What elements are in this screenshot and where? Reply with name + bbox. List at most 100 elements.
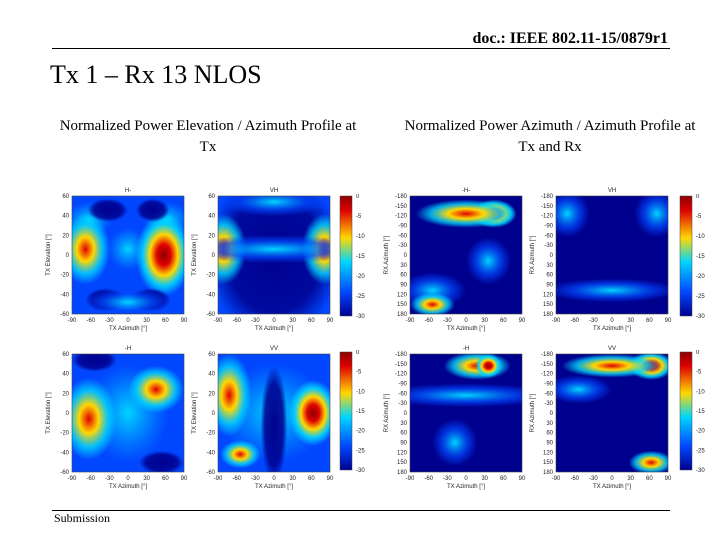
y-axis-label: TX Elevation [°] — [46, 392, 52, 434]
y-tick-label: -180 — [395, 194, 408, 200]
y-tick-label: 40 — [208, 372, 215, 378]
y-tick-label: -180 — [395, 352, 408, 358]
y-tick-label: -90 — [398, 224, 407, 230]
heat-region-5 — [410, 292, 455, 314]
colorbar-tick-label: 0 — [356, 350, 360, 356]
panel-title: VV — [608, 346, 616, 352]
y-tick-label: 40 — [208, 214, 215, 220]
plot-frame — [217, 195, 331, 315]
y-tick-label: 180 — [397, 312, 408, 318]
y-tick-label: 0 — [550, 253, 554, 259]
x-tick-label: 60 — [162, 476, 169, 482]
panel-title: VH — [270, 188, 278, 194]
heat-region-2 — [634, 196, 668, 238]
heat-region-1 — [288, 379, 330, 447]
y-axis-label: RX Azimuth [°] — [384, 393, 390, 432]
panel-title: H- — [125, 188, 131, 194]
colorbar-tick-label: -15 — [696, 409, 705, 415]
x-tick-label: 30 — [481, 318, 488, 324]
colorbar-tick-label: -5 — [356, 214, 362, 220]
x-tick-label: -60 — [570, 476, 579, 482]
x-axis-label: TX Azimuth [°] — [109, 484, 147, 490]
colorbar-bottom-left: 0 -5 -10 -15 -20 -25 -30 — [339, 350, 365, 474]
heat-region-1 — [556, 196, 590, 238]
heat-region-4 — [135, 213, 184, 297]
x-tick-label: 0 — [464, 476, 468, 482]
x-tick-label: -90 — [552, 318, 561, 324]
x-tick-label: -90 — [68, 318, 77, 324]
y-tick-label: 150 — [397, 302, 408, 308]
y-tick-label: 30 — [400, 263, 407, 269]
x-tick-label: 60 — [308, 476, 315, 482]
plot-frame — [409, 195, 523, 315]
y-tick-label: -30 — [544, 401, 553, 407]
x-tick-label: -90 — [214, 476, 223, 482]
panel-title: -H — [463, 346, 469, 352]
panel-title: -H- — [462, 188, 470, 194]
x-tick-label: -60 — [86, 318, 95, 324]
y-tick-label: 180 — [543, 312, 554, 318]
y-tick-label: -180 — [541, 352, 554, 358]
panel-title: -H — [125, 346, 131, 352]
colorbar-ramp — [339, 351, 353, 471]
y-tick-label: -60 — [206, 312, 215, 318]
x-tick-label: 30 — [289, 318, 296, 324]
heat-region-4 — [628, 450, 668, 472]
y-tick-label: 150 — [543, 302, 554, 308]
y-tick-label: -30 — [398, 243, 407, 249]
x-axis-label: TX Azimuth [°] — [255, 326, 293, 332]
y-tick-label: -20 — [60, 273, 69, 279]
x-axis-label: TX Azimuth [°] — [447, 326, 485, 332]
footer-label: Submission — [54, 511, 111, 525]
x-axis-label: TX Azimuth [°] — [447, 484, 485, 490]
heat-region-3 — [410, 383, 522, 408]
y-tick-label: -150 — [541, 362, 554, 368]
x-tick-label: -60 — [424, 476, 433, 482]
x-tick-label: 90 — [181, 318, 188, 324]
heatmap-h-rx-azimuth-bottom: -H -90 -60 -30 0 30 60 90 -180 -150 -120 -90 -60 -30 0… — [384, 346, 526, 490]
y-tick-label: -40 — [60, 450, 69, 456]
heat-region-4 — [220, 440, 261, 469]
y-tick-label: 90 — [400, 283, 407, 289]
colorbar-ramp — [679, 195, 693, 317]
y-tick-label: 90 — [546, 441, 553, 447]
colorbar-tick-label: -10 — [356, 389, 365, 395]
heat-region-4 — [218, 196, 330, 217]
y-tick-label: -120 — [541, 372, 554, 378]
y-tick-label: -60 — [544, 233, 553, 239]
y-tick-label: 0 — [66, 253, 70, 259]
y-tick-label: 30 — [400, 421, 407, 427]
heatmap-h-rx-azimuth-top: -H- -90 -60 -30 0 30 60 90 -180 -150 -120 -90 -60 -30… — [384, 188, 526, 332]
y-axis-label: TX Elevation [°] — [192, 234, 198, 276]
x-tick-label: 90 — [327, 476, 334, 482]
x-tick-label: 60 — [646, 476, 653, 482]
colorbar-tick-label: -5 — [696, 370, 702, 376]
y-tick-label: 180 — [543, 470, 554, 476]
x-tick-label: 60 — [308, 318, 315, 324]
colorbar-tick-label: 0 — [696, 350, 700, 356]
x-tick-label: 60 — [646, 318, 653, 324]
panel-title: VV — [270, 346, 278, 352]
y-tick-label: -180 — [541, 194, 554, 200]
x-tick-label: 0 — [126, 476, 130, 482]
y-tick-label: 0 — [550, 411, 554, 417]
y-tick-label: 30 — [546, 263, 553, 269]
x-tick-label: 60 — [162, 318, 169, 324]
y-tick-label: 120 — [397, 292, 408, 298]
colorbar-tick-label: -20 — [356, 274, 365, 280]
plot-frame — [217, 353, 331, 473]
x-tick-label: -90 — [68, 476, 77, 482]
y-tick-label: -40 — [60, 292, 69, 298]
x-tick-label: -90 — [406, 476, 415, 482]
x-tick-label: -30 — [105, 476, 114, 482]
y-tick-label: 40 — [62, 372, 69, 378]
caption-elevation-azimuth: Normalized Power Elevation / Azimuth Pro… — [59, 118, 357, 155]
x-tick-label: -30 — [589, 318, 598, 324]
y-axis-label: RX Azimuth [°] — [530, 393, 536, 432]
y-tick-label: -120 — [395, 372, 408, 378]
y-tick-label: 90 — [546, 283, 553, 289]
colorbar-ramp — [339, 195, 353, 317]
